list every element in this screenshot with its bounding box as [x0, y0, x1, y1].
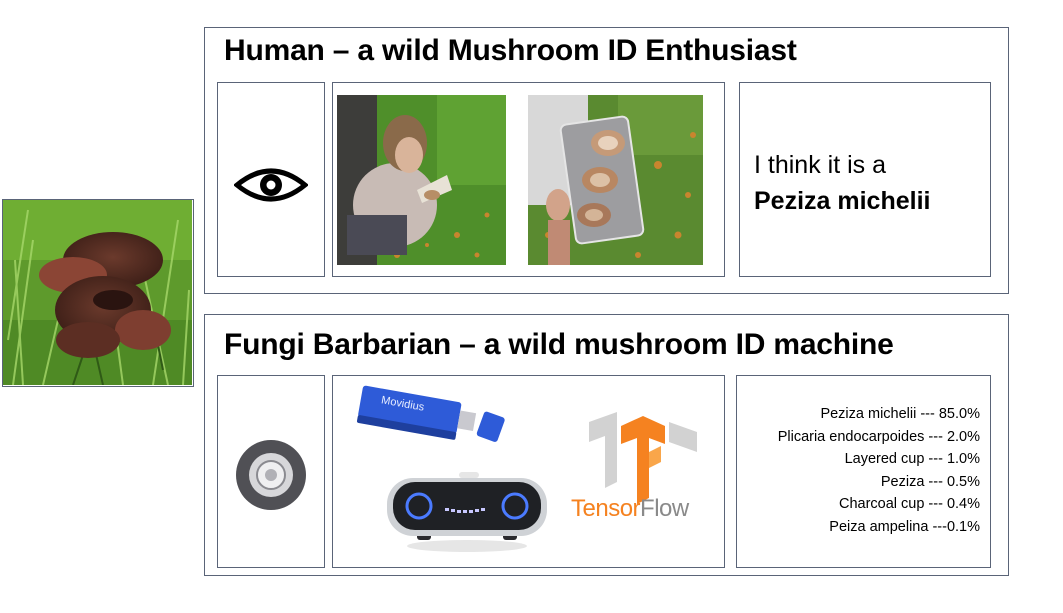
camera-lens-icon [236, 440, 306, 510]
machine-predictions-box: Peziza michelii --- 85.0% Plicaria endoc… [736, 375, 991, 568]
human-answer-box: I think it is a Peziza michelii [739, 82, 991, 277]
prediction-item: Peiza ampelina ---0.1% [829, 518, 980, 535]
human-sense-box [217, 82, 325, 277]
prediction-item: Layered cup --- 1.0% [844, 451, 980, 468]
human-answer-species: Peziza michelii [754, 187, 931, 215]
human-photos-box [332, 82, 725, 277]
movidius-usb-stick [356, 385, 505, 442]
machine-panel-title: Fungi Barbarian – a wild mushroom ID mac… [224, 328, 894, 361]
human-answer-line1: I think it is a [754, 151, 886, 179]
human-panel-title: Human – a wild Mushroom ID Enthusiast [224, 34, 797, 67]
human-answer: I think it is a Peziza michelii [754, 147, 930, 219]
tensorflow-wordmark: TensorFlow [571, 495, 689, 523]
tensorflow-word-a: Tensor [571, 495, 641, 522]
tensorflow-logo [589, 412, 697, 504]
mushroom-tray-photo [528, 95, 703, 265]
machine-sense-box [217, 375, 325, 568]
prediction-item: Peziza --- 0.5% [880, 473, 980, 490]
robot-device [387, 472, 547, 552]
prediction-item: Charcoal cup --- 0.4% [838, 496, 980, 513]
mushroom-photo [2, 199, 194, 387]
tensorflow-word-b: Flow [640, 495, 689, 522]
eye-icon [234, 168, 308, 202]
machine-hardware-box: Movidius TensorFlow [332, 375, 725, 568]
prediction-item: Peziza michelii --- 85.0% [820, 406, 980, 422]
mushroom-photo-art [3, 200, 192, 386]
woman-examining-mushrooms-photo [337, 95, 506, 265]
prediction-item: Plicaria endocarpoides --- 2.0% [777, 428, 980, 445]
prediction-list: Peziza michelii --- 85.0% Plicaria endoc… [778, 403, 980, 539]
